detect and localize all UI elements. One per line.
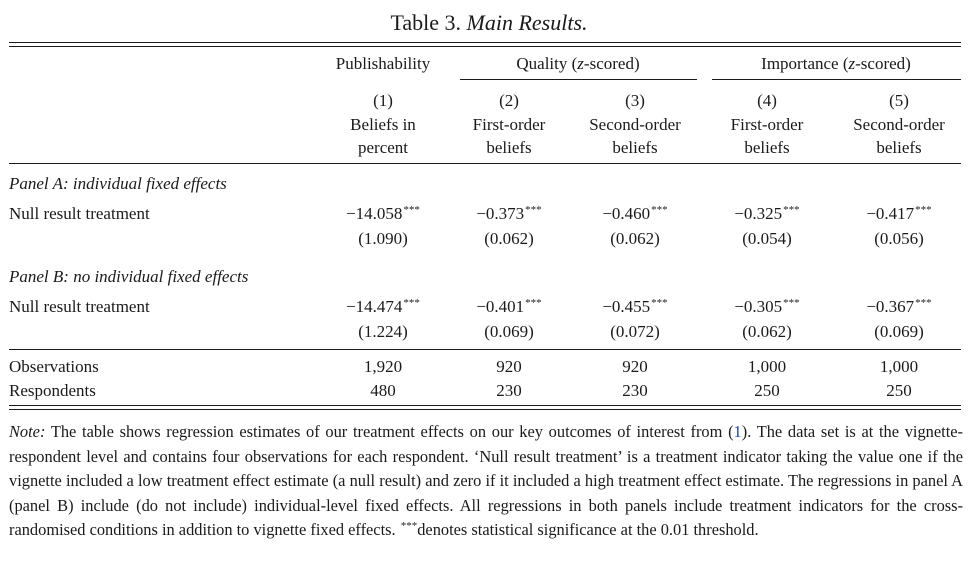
equation-reference-link[interactable]: 1 [733,422,742,441]
standard-error-cell: (0.062) [484,229,534,248]
note-text: The table shows regression estimates of … [45,422,734,441]
column-label: Second-order [589,115,681,134]
coefficient-cell: −0.373*** [476,204,542,223]
footer-rule [9,349,961,350]
column-label: beliefs [744,138,790,157]
coefficient-cell: −0.401*** [476,297,542,316]
coefficient-cell: −14.058*** [346,204,420,223]
group-header-importance: Importance (z-scored) [761,54,911,73]
group-header-publishability: Publishability [335,54,431,73]
note-text: denotes statistical significance at the … [417,520,759,539]
group-underline-importance [712,79,961,80]
panel-b-title: Panel B: no individual fixed effects [9,267,249,286]
column-label: beliefs [612,138,658,157]
footer-label-observations: Observations [9,357,99,376]
footer-label-respondents: Respondents [9,381,96,400]
header-rule [9,163,961,164]
standard-error-cell: (0.069) [484,322,534,341]
coefficient-cell: −0.417*** [866,204,932,223]
caption-title: Main Results. [466,10,588,35]
standard-error-cell: (0.054) [742,229,792,248]
column-label: percent [357,138,409,157]
column-label: First-order [730,115,804,134]
caption-label: Table 3. [390,10,462,35]
coefficient-cell: −0.325*** [734,204,800,223]
standard-error-cell: (0.056) [874,229,924,248]
column-number: (1) [373,91,393,110]
table-caption: Table 3. Main Results. [0,9,978,37]
observations-cell: 1,000 [747,357,787,376]
coefficient-cell: −0.367*** [866,297,932,316]
column-number: (4) [757,91,777,110]
table-note: Note: The table shows regression estimat… [9,420,963,545]
note-stars: *** [400,520,418,532]
respondents-cell: 250 [754,381,780,400]
note-label: Note: [9,422,46,441]
group-underline-quality [460,79,697,80]
column-label: Beliefs in [350,115,416,134]
group-header-quality: Quality (z-scored) [516,54,640,73]
respondents-cell: 250 [886,381,912,400]
bottom-rule-second [9,409,961,410]
column-label: First-order [472,115,546,134]
standard-error-cell: (1.090) [358,229,408,248]
standard-error-cell: (0.072) [610,322,660,341]
column-number: (3) [625,91,645,110]
bottom-rule [9,405,961,407]
column-label: beliefs [486,138,532,157]
respondents-cell: 230 [622,381,648,400]
standard-error-cell: (1.224) [358,322,408,341]
column-label: Second-order [853,115,945,134]
standard-error-cell: (0.069) [874,322,924,341]
coefficient-cell: −14.474*** [346,297,420,316]
coefficient-cell: −0.460*** [602,204,668,223]
top-rule-second [9,46,961,47]
coefficient-cell: −0.455*** [602,297,668,316]
observations-cell: 1,000 [879,357,919,376]
standard-error-cell: (0.062) [610,229,660,248]
column-number: (2) [499,91,519,110]
panel-a-title: Panel A: individual fixed effects [9,174,227,193]
respondents-cell: 230 [496,381,522,400]
observations-cell: 1,920 [363,357,403,376]
coefficient-cell: −0.305*** [734,297,800,316]
standard-error-cell: (0.062) [742,322,792,341]
respondents-cell: 480 [370,381,396,400]
row-label: Null result treatment [9,204,150,223]
column-label: beliefs [876,138,922,157]
top-rule [9,42,961,44]
observations-cell: 920 [496,357,522,376]
note-text: ). The data set is at the vignette-respo… [9,422,963,539]
column-number: (5) [889,91,909,110]
observations-cell: 920 [622,357,648,376]
row-label: Null result treatment [9,297,150,316]
